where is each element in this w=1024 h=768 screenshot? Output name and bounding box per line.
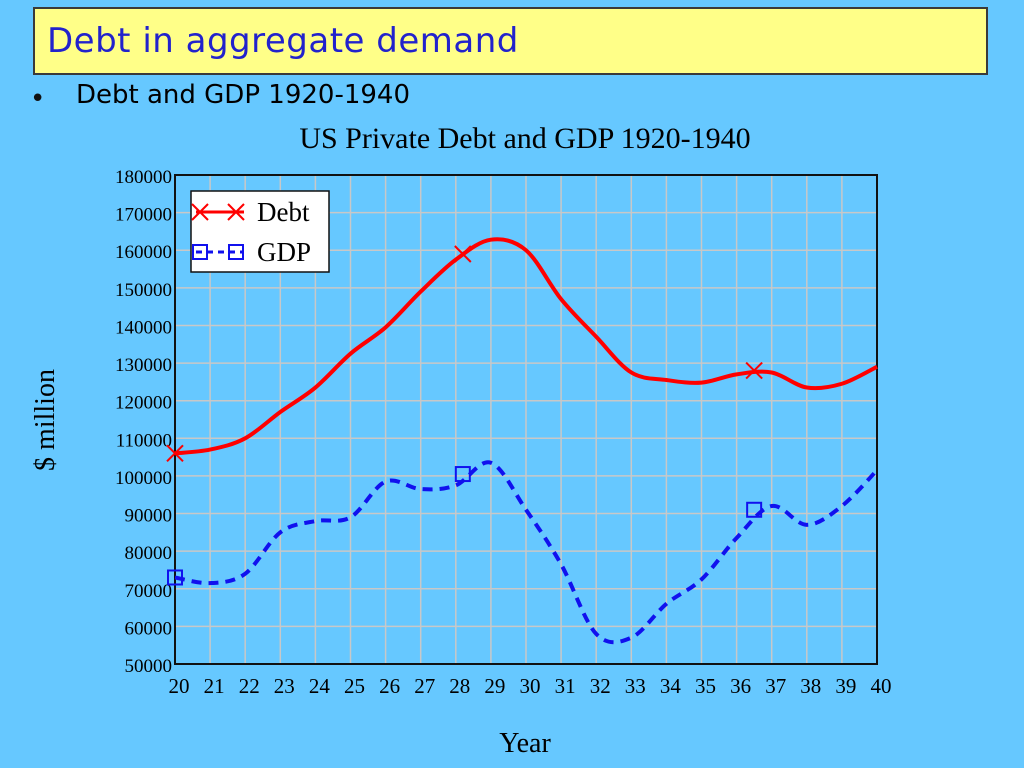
x-tick-label: 39 xyxy=(835,674,856,698)
legend: Debt GDP xyxy=(190,190,330,273)
x-tick-label: 26 xyxy=(379,674,400,698)
x-tick-label: 31 xyxy=(555,674,576,698)
legend-label-gdp: GDP xyxy=(257,237,311,267)
x-tick-label: 30 xyxy=(520,674,541,698)
bullet-marker: • xyxy=(30,84,46,114)
series-line-gdp xyxy=(174,460,879,645)
x-tick-label: 23 xyxy=(274,674,295,698)
x-tick-label: 29 xyxy=(484,674,505,698)
chart-title: US Private Debt and GDP 1920-1940 xyxy=(299,122,750,155)
plot-frame xyxy=(174,174,878,665)
x-tick-label: 25 xyxy=(344,674,365,698)
slide-title: Debt in aggregate demand xyxy=(47,21,519,61)
slide-title-box: Debt in aggregate demand xyxy=(33,7,988,75)
x-tick-label: 37 xyxy=(765,674,786,698)
legend-marker-debt xyxy=(227,203,245,221)
legend-marker-gdp xyxy=(192,244,208,260)
x-tick-label: 22 xyxy=(239,674,260,698)
x-tick-label: 33 xyxy=(625,674,646,698)
x-tick-label: 38 xyxy=(800,674,821,698)
x-tick-label: 34 xyxy=(660,674,682,698)
y-axis-ticks: 50000 60000 70000 80000 90000 100000 110000 120… xyxy=(115,167,172,677)
y-tick-label: 50000 xyxy=(125,656,173,677)
series xyxy=(174,237,879,645)
y-tick-label: 160000 xyxy=(115,242,172,263)
legend-box xyxy=(190,190,330,273)
series-marker-gdp xyxy=(167,569,183,586)
x-tick-label: 27 xyxy=(414,674,435,698)
series-marker-gdp xyxy=(746,501,763,518)
series-marker-gdp xyxy=(454,466,471,483)
x-tick-label: 40 xyxy=(871,674,892,698)
legend-marker-gdp xyxy=(228,244,244,260)
y-tick-label: 80000 xyxy=(125,543,173,564)
x-tick-label: 20 xyxy=(169,674,190,698)
x-axis-ticks: 20 21 22 23 24 25 26 27 28 29 30 31 32 33 34 35 36 37 38 39… xyxy=(169,674,892,698)
y-tick-label: 60000 xyxy=(125,618,173,639)
x-axis-label: Year xyxy=(499,728,551,759)
x-tick-label: 28 xyxy=(449,674,470,698)
markers xyxy=(166,245,763,586)
y-tick-label: 140000 xyxy=(115,317,172,338)
series-marker-debt xyxy=(454,245,472,263)
series-marker-debt xyxy=(166,444,184,463)
y-tick-label: 180000 xyxy=(115,167,172,188)
series-marker-debt xyxy=(745,361,763,380)
x-tick-label: 35 xyxy=(695,674,716,698)
y-tick-label: 130000 xyxy=(115,355,172,376)
x-tick-label: 32 xyxy=(590,674,611,698)
y-tick-label: 110000 xyxy=(116,430,172,451)
y-tick-label: 150000 xyxy=(115,280,172,301)
legend-marker-debt xyxy=(191,203,209,221)
y-tick-label: 120000 xyxy=(115,393,172,414)
bullet-text: Debt and GDP 1920-1940 xyxy=(76,80,410,110)
y-tick-label: 90000 xyxy=(125,506,173,527)
series-line-debt xyxy=(174,237,878,456)
y-tick-label: 170000 xyxy=(115,205,172,226)
y-tick-label: 100000 xyxy=(115,468,172,489)
x-tick-label: 24 xyxy=(309,674,331,698)
y-tick-label: 70000 xyxy=(125,581,173,602)
x-tick-label: 21 xyxy=(204,674,225,698)
x-tick-label: 36 xyxy=(730,674,751,698)
y-axis-label: $ million xyxy=(30,369,61,471)
legend-label-debt: Debt xyxy=(257,197,310,227)
